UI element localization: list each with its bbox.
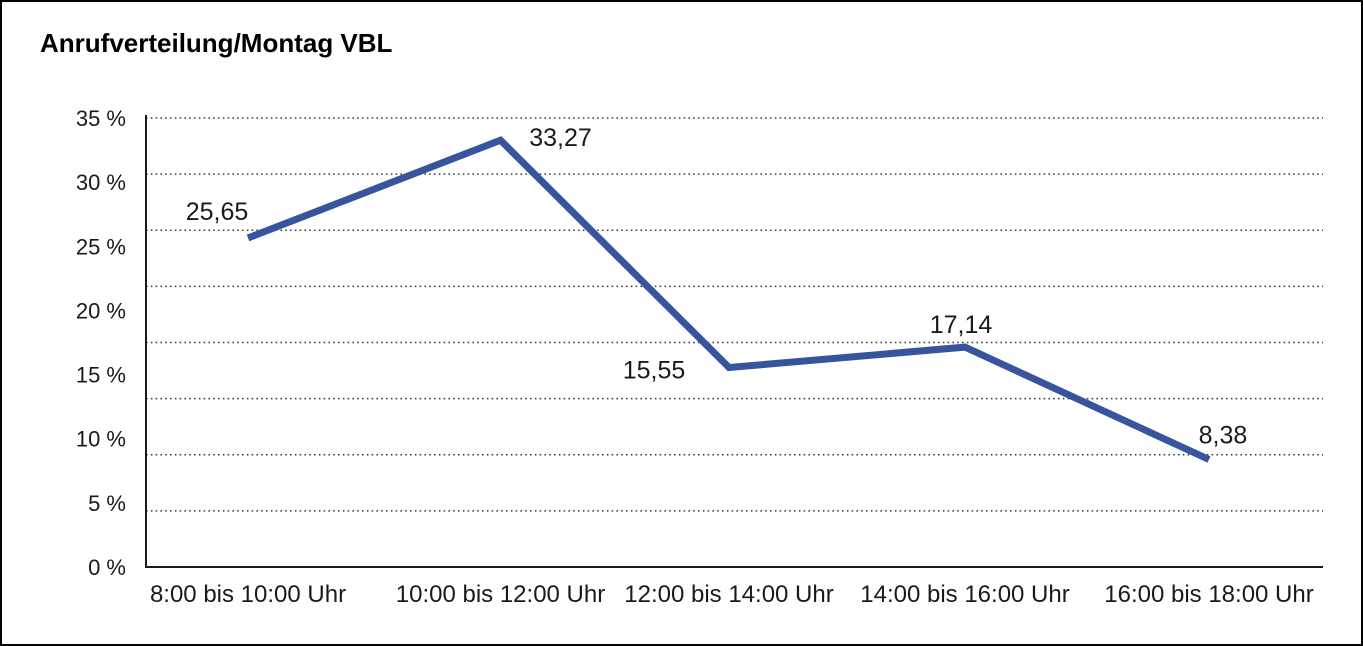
data-point-label: 17,14	[930, 311, 993, 339]
x-axis-label: 12:00 bis 14:00 Uhr	[624, 581, 833, 608]
y-axis-label: 15 %	[76, 363, 126, 388]
y-axis-label: 20 %	[76, 298, 126, 323]
x-axis-label: 14:00 bis 16:00 Uhr	[860, 581, 1069, 608]
y-axis-label: 35 %	[76, 106, 126, 131]
chart-title: Anrufverteilung/Montag VBL	[40, 28, 393, 58]
y-axis-label: 25 %	[76, 234, 126, 259]
data-point-label: 33,27	[529, 124, 592, 152]
y-axis-label: 0 %	[88, 555, 126, 580]
data-point-label: 15,55	[623, 357, 686, 385]
x-axis-label: 8:00 bis 10:00 Uhr	[150, 581, 346, 608]
x-axis-label: 16:00 bis 18:00 Uhr	[1104, 581, 1313, 608]
data-point-label: 8,38	[1199, 421, 1248, 449]
y-axis-label: 10 %	[76, 427, 126, 452]
data-point-label: 25,65	[186, 198, 249, 226]
x-axis-label: 10:00 bis 12:00 Uhr	[396, 581, 605, 608]
axis-lines	[145, 115, 1323, 568]
data-line-series	[246, 136, 1211, 463]
y-axis-label: 30 %	[76, 170, 126, 195]
y-axis-label: 5 %	[88, 491, 126, 516]
